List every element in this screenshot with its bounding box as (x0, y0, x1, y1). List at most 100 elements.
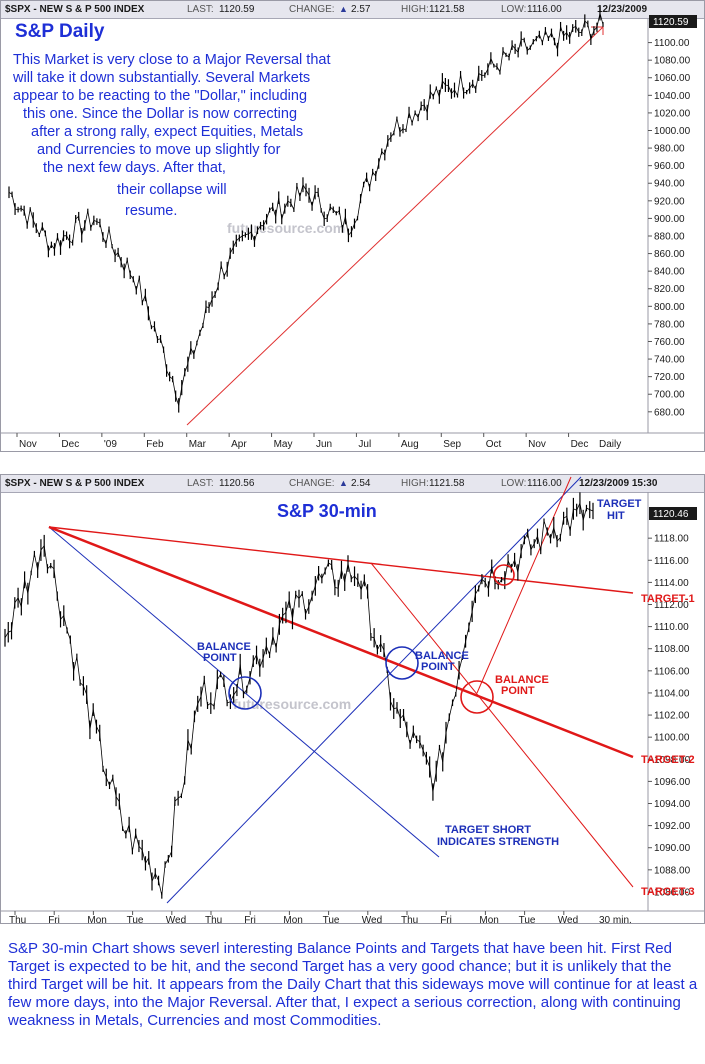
daily-last-label: LAST: (187, 4, 214, 15)
daily-y-tick-label: 840.00 (654, 267, 685, 278)
min30-y-tick-label: 1110.00 (654, 622, 689, 633)
min30-blue-annotations: BALANCE POINT BALANCE POINT TARGET SHORT… (197, 498, 642, 848)
daily-chart-header: $SPX - NEW S & P 500 INDEX LAST: 1120.59… (1, 1, 704, 19)
daily-low-value: 1116.00 (527, 4, 562, 15)
daily-y-tick-label: 900.00 (654, 214, 685, 225)
balance-point-label-3: POINT (501, 685, 535, 697)
daily-y-tick-label: 860.00 (654, 249, 685, 260)
min30-y-tick-label: 1116.00 (654, 556, 689, 567)
min30-x-tick-label: Wed (558, 915, 578, 924)
daily-last-value: 1120.59 (219, 4, 255, 15)
daily-annotation-line: their collapse will (117, 182, 227, 198)
daily-symbol: $SPX - NEW S & P 500 INDEX (5, 4, 145, 15)
balance-point-label-1: POINT (203, 652, 237, 664)
daily-high-label: HIGH: (401, 4, 429, 15)
min30-y-tick-label: 1102.00 (654, 711, 690, 722)
balance-point-circle-1 (228, 676, 262, 710)
target-3-label: TARGET-3 (641, 886, 695, 898)
daily-x-tick-label: '09 (104, 439, 117, 450)
daily-y-tick-label: 960.00 (654, 161, 685, 172)
min30-price-line (4, 501, 594, 896)
balance-point-label-2: BALANCE (415, 650, 469, 662)
min30-change-label: CHANGE: (289, 478, 335, 489)
min30-y-tick-label: 1090.00 (654, 843, 691, 854)
min30-period-label: 30 min. (599, 915, 632, 924)
daily-watermark: futuresource.com (227, 220, 345, 236)
min30-date: 12/23/2009 15:30 (579, 478, 658, 489)
min30-y-tick-label: 1114.00 (654, 578, 689, 589)
daily-x-tick-label: Mar (189, 439, 207, 450)
min30-last-tag-bg (649, 507, 697, 520)
min30-x-ticks: Thu Fri Mon Tue Wed Thu Fri Mon Tue Wed Thu Fri Mon T… (9, 911, 578, 924)
min30-y-tick-label: 1094.00 (654, 799, 691, 810)
min30-y-tick-label: 1106.00 (654, 666, 690, 677)
daily-x-tick-label: Nov (528, 439, 546, 450)
daily-trendline (186, 26, 604, 426)
balance-point-label-2: POINT (421, 661, 455, 673)
min30-y-tick-label: 1100.00 (654, 733, 690, 744)
daily-chart-svg: 680.00 700.00 720.00 740.00 760.00 780.00 800.… (1, 6, 704, 450)
min30-last-value: 1120.56 (219, 478, 255, 489)
daily-y-tick-label: 1100.00 (654, 38, 690, 49)
red-target-2-line (48, 525, 634, 759)
min30-x-tick-label: Fri (48, 915, 60, 924)
min30-chart-svg: 1086.00 1088.00 1090.00 1092.00 1094.00 1096.… (1, 476, 704, 924)
daily-change-value: 2.57 (351, 4, 371, 15)
daily-period-label: Daily (599, 439, 621, 450)
target-1-touch-circle (493, 564, 515, 586)
daily-y-tick-label: 760.00 (654, 337, 685, 348)
daily-price-line (8, 13, 604, 406)
min30-high-value: 1121.58 (429, 478, 465, 489)
min30-x-tick-label: Fri (440, 915, 452, 924)
min30-y-tick-label: 1086.00 (654, 887, 691, 898)
min30-x-tick-label: Thu (401, 915, 418, 924)
daily-x-tick-label: Apr (231, 439, 247, 450)
balance-point-label-1: BALANCE (197, 641, 251, 653)
min30-x-tick-label: Tue (323, 915, 340, 924)
min30-x-tick-label: Mon (479, 915, 498, 924)
daily-x-tick-label: Dec (571, 439, 589, 450)
red-support-line (476, 476, 572, 694)
daily-y-tick-label: 740.00 (654, 355, 685, 366)
target-short-label: INDICATES STRENGTH (437, 836, 559, 848)
min30-chart-header: $SPX - NEW S & P 500 INDEX LAST: 1120.56… (1, 475, 704, 493)
daily-y-tick-label: 1060.00 (654, 73, 691, 84)
min30-y-tick-label: 1118.00 (654, 534, 689, 545)
min30-change-value: 2.54 (351, 478, 371, 489)
daily-x-tick-label: Sep (443, 439, 461, 450)
daily-annotation-line: appear to be reacting to the "Dollar," i… (13, 88, 307, 104)
min30-x-tick-label: Thu (9, 915, 26, 924)
daily-y-tick-label: 700.00 (654, 390, 685, 401)
daily-y-tick-label: 780.00 (654, 319, 685, 330)
daily-x-tick-label: May (274, 439, 293, 450)
daily-chart-title: S&P Daily (15, 21, 105, 42)
min30-y-ticks: 1086.00 1088.00 1090.00 1092.00 1094.00 1096.… (648, 534, 691, 898)
up-arrow-icon: ▲ (339, 4, 348, 14)
min30-y-tick-label: 1092.00 (654, 821, 691, 832)
min30-price-series (4, 492, 594, 899)
daily-annotation-line: resume. (125, 203, 177, 219)
daily-low-label: LOW: (501, 4, 527, 15)
daily-y-tick-label: 920.00 (654, 196, 685, 207)
min30-y-tick-label: 1112.00 (654, 600, 689, 611)
min30-x-tick-label: Thu (205, 915, 222, 924)
balance-point-circle-3 (460, 680, 494, 714)
target-2-label: TARGET-2 (641, 754, 695, 766)
daily-trendline-top (591, 26, 604, 35)
daily-annotation-line: after a strong rally, expect Equities, M… (31, 124, 303, 140)
daily-x-tick-label: Jun (316, 439, 332, 450)
up-arrow-icon: ▲ (339, 478, 348, 488)
min30-last-label: LAST: (187, 478, 214, 489)
min30-x-tick-label: Tue (519, 915, 536, 924)
min30-x-tick-label: Wed (362, 915, 382, 924)
daily-x-tick-label: Feb (146, 439, 164, 450)
daily-annotation-line: and Currencies to move up slightly for (37, 142, 281, 158)
min30-low-label: LOW: (501, 478, 527, 489)
target-hit-label: HIT (607, 510, 625, 522)
daily-y-tick-label: 940.00 (654, 179, 685, 190)
daily-annotation-line: the next few days. After that, (43, 160, 226, 176)
min30-chart-panel: $SPX - NEW S & P 500 INDEX LAST: 1120.56… (0, 474, 705, 924)
min30-x-tick-label: Tue (127, 915, 144, 924)
daily-annotation: This Market is very close to a Major Rev… (12, 52, 331, 219)
target-1-label: TARGET-1 (641, 593, 695, 605)
